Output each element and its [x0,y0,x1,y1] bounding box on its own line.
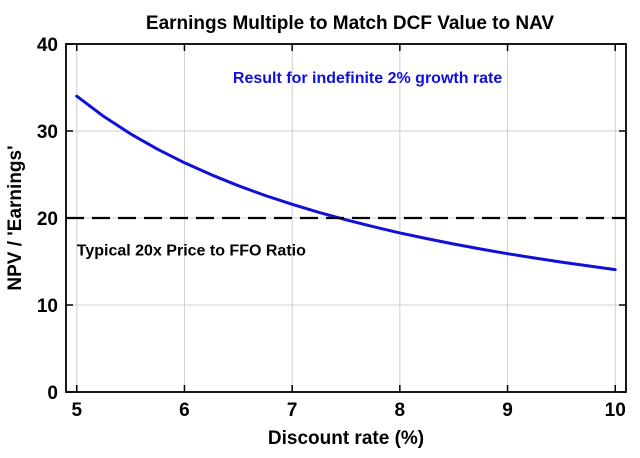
y-axis-title: NPV / 'Earnings' [5,145,26,290]
x-tick-label: 10 [605,400,626,421]
x-tick-label: 7 [287,400,298,421]
annotation-growth-rate: Result for indefinite 2% growth rate [233,70,502,87]
series-line-npv [75,94,617,272]
axis-ticks: 5 6 7 8 9 10 0 10 20 30 40 [37,35,626,421]
annotations-layer: Result for indefinite 2% growth rate Typi… [77,70,503,259]
y-tick-label: 30 [37,122,58,143]
series-layer [66,94,626,272]
x-tick-label: 8 [395,400,406,421]
x-axis-title: Discount rate (%) [268,428,424,449]
chart-title: Earnings Multiple to Match DCF Value to … [146,13,555,34]
annotation-ffo-ratio: Typical 20x Price to FFO Ratio [77,242,306,259]
y-tick-label: 40 [37,35,58,56]
x-tick-label: 9 [502,400,513,421]
y-tick-label: 10 [37,296,58,317]
y-tick-label: 0 [47,383,58,404]
y-tick-label: 20 [37,209,58,230]
x-tick-label: 6 [179,400,190,421]
x-tick-label: 5 [71,400,82,421]
